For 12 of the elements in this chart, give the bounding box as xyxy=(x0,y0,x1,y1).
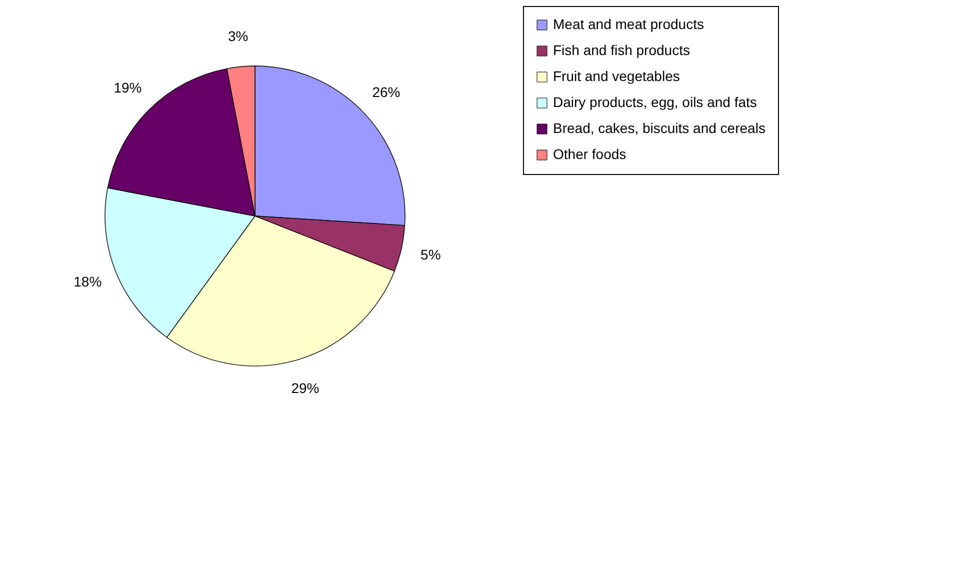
data-label: 18% xyxy=(74,273,102,290)
legend-label: Meat and meat products xyxy=(553,16,704,32)
data-label: 5% xyxy=(420,246,441,262)
data-label: 26% xyxy=(372,84,400,100)
data-label: 3% xyxy=(228,28,248,44)
data-label: 29% xyxy=(291,380,320,396)
legend-label: Fruit and vegetables xyxy=(553,68,680,84)
legend-label: Other foods xyxy=(553,146,626,162)
data-label: 19% xyxy=(114,80,142,96)
legend-label: Dairy products, egg, oils and fats xyxy=(553,94,757,110)
legend-label: Bread, cakes, biscuits and cereals xyxy=(553,120,766,136)
legend-label: Fish and fish products xyxy=(553,42,690,58)
